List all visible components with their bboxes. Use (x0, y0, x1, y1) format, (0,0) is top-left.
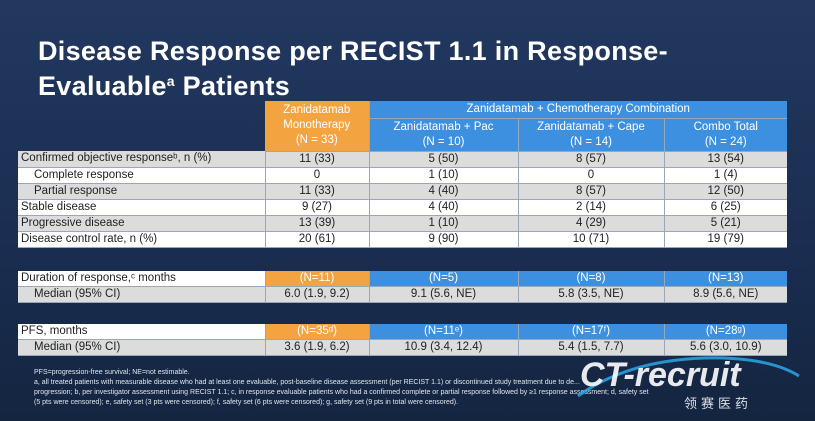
mono-header-line-3: (N = 33) (295, 134, 338, 147)
cape-header: Zanidatamab + Cape (N = 14) (518, 118, 665, 152)
table-row: Partial response 11 (33) 4 (40) 8 (57) 12 (5… (18, 183, 787, 200)
table-row: Complete response 0 1 (10) 0 1 (4) (18, 167, 787, 184)
pfs-median-pac: 10.9 (3.4, 12.4) (369, 339, 519, 356)
title-line-2: Evaluable (38, 71, 167, 101)
table-row: Progressive disease 13 (39) 1 (10) 4 (29) 5 … (18, 215, 787, 232)
table-row: Confirmed objective responseᵇ, n (%) 11 (… (18, 151, 787, 168)
row-value: 5 (21) (664, 215, 787, 232)
dor-median-total: 8.9 (5.6, NE) (664, 286, 787, 303)
row-value: 2 (14) (518, 199, 665, 216)
row-label: Progressive disease (18, 215, 266, 232)
row-label: Disease control rate, n (%) (18, 231, 266, 248)
row-value: 4 (40) (369, 199, 519, 216)
pfs-median-total: 5.6 (3.0, 10.9) (664, 339, 787, 356)
pfs-median-label: Median (95% CI) (18, 339, 266, 356)
row-label: Complete response (18, 167, 266, 184)
row-value: 12 (50) (664, 183, 787, 200)
pac-header-name: Zanidatamab + Pac (393, 120, 494, 133)
pfs-n-row: PFS, months (N=35ᵈ) (N=11ᵉ) (N=17ᶠ) (N=2… (18, 324, 787, 340)
row-value: 5 (50) (369, 151, 519, 168)
combo-total-header-n: (N = 24) (704, 135, 747, 148)
row-value: 1 (10) (369, 167, 519, 184)
title-line-1: Disease Response per RECIST 1.1 in Respo… (38, 36, 668, 66)
row-value: 8 (57) (518, 183, 665, 200)
combo-total-header-name: Combo Total (693, 120, 758, 133)
row-value: 20 (61) (265, 231, 370, 248)
empty-header-cell-2 (18, 118, 265, 151)
pfs-label: PFS, months (18, 324, 266, 340)
dor-median-cape: 5.8 (3.5, NE) (518, 286, 665, 303)
cape-header-n: (N = 14) (570, 135, 612, 148)
empty-header-cell (18, 101, 265, 118)
dor-n-mono: (N=11) (265, 271, 370, 287)
pac-header-n: (N = 10) (422, 135, 465, 148)
duration-table: Duration of response,ᶜ months (N=11) (N=… (18, 271, 787, 303)
row-label: Stable disease (18, 199, 266, 216)
pfs-n-total: (N=28ᵍ) (664, 324, 787, 340)
pfs-n-mono: (N=35ᵈ) (265, 324, 370, 340)
row-label: Confirmed objective responseᵇ, n (%) (18, 151, 266, 168)
row-value: 19 (79) (664, 231, 787, 248)
pac-header: Zanidatamab + Pac (N = 10) (369, 118, 519, 152)
row-value: 1 (4) (664, 167, 787, 184)
combo-total-header: Combo Total (N = 24) (664, 118, 787, 152)
ct-recruit-watermark-logo: CT-recruit 领赛医药 (577, 356, 800, 412)
row-label: Partial response (18, 183, 266, 200)
row-value: 10 (71) (518, 231, 665, 248)
row-value: 4 (29) (518, 215, 665, 232)
row-value: 11 (33) (265, 183, 370, 200)
row-value: 13 (54) (664, 151, 787, 168)
row-value: 4 (40) (369, 183, 519, 200)
row-value: 0 (265, 167, 370, 184)
header-row-1: Zanidatamab Monotherapy (N = 33) Zanidat… (18, 101, 787, 152)
dor-n-total: (N=13) (664, 271, 787, 287)
cape-header-name: Zanidatamab + Cape (537, 120, 645, 133)
mono-header-line-2: Monotherapy (283, 119, 351, 132)
dor-median-pac: 9.1 (5.6, NE) (369, 286, 519, 303)
row-value: 8 (57) (518, 151, 665, 168)
table-row: Disease control rate, n (%) 20 (61) 9 (90)… (18, 231, 787, 248)
title-footnote-marker: a (166, 73, 175, 89)
dor-median-mono: 6.0 (1.9, 9.2) (265, 286, 370, 303)
row-value: 13 (39) (265, 215, 370, 232)
footnote-line: a, all treated patients with measurable … (34, 379, 580, 386)
monotherapy-header: Zanidatamab Monotherapy (N = 33) (265, 101, 370, 152)
pfs-median-mono: 3.6 (1.9, 6.2) (265, 339, 370, 356)
pfs-median-row: Median (95% CI) 3.6 (1.9, 6.2) 10.9 (3.4… (18, 339, 787, 356)
dor-n-row: Duration of response,ᶜ months (N=11) (N=… (18, 271, 787, 287)
pfs-n-pac: (N=11ᵉ) (369, 324, 519, 340)
row-value: 1 (10) (369, 215, 519, 232)
slide-title: Disease Response per RECIST 1.1 in Respo… (38, 36, 798, 101)
combination-header: Zanidatamab + Chemotherapy Combination (369, 101, 787, 119)
mono-header-line-1: Zanidatamab (283, 104, 351, 117)
logo-swoosh (577, 356, 800, 398)
pfs-table: PFS, months (N=35ᵈ) (N=11ᵉ) (N=17ᶠ) (N=2… (18, 324, 787, 356)
footnote-line: (5 pts were censored); e, safety set (3 … (34, 399, 459, 406)
dor-n-pac: (N=5) (369, 271, 519, 287)
dor-median-row: Median (95% CI) 6.0 (1.9, 9.2) 9.1 (5.6,… (18, 286, 787, 303)
row-value: 0 (518, 167, 665, 184)
row-value: 11 (33) (265, 151, 370, 168)
table-row: Stable disease 9 (27) 4 (40) 2 (14) 6 (25) (18, 199, 787, 216)
footnotes: PFS=progression-free survival; NE=not es… (34, 368, 794, 408)
dor-n-cape: (N=8) (518, 271, 665, 287)
response-rows: Confirmed objective responseᵇ, n (%) 11 (… (18, 151, 787, 248)
response-table: Zanidatamab Monotherapy (N = 33) Zanidat… (18, 101, 787, 248)
row-value: 6 (25) (664, 199, 787, 216)
pfs-median-cape: 5.4 (1.5, 7.7) (518, 339, 665, 356)
row-value: 9 (27) (265, 199, 370, 216)
dor-median-label: Median (95% CI) (18, 286, 266, 303)
dor-label: Duration of response,ᶜ months (18, 271, 266, 287)
pfs-n-cape: (N=17ᶠ) (518, 324, 665, 340)
logo-sub-text: 领赛医药 (684, 396, 752, 412)
title-line-2-end: Patients (174, 71, 291, 101)
logo-brand-text: CT-recruit (580, 356, 742, 394)
header-row-2: Zanidatamab + Pac (N = 10) Zanidatamab +… (18, 118, 787, 152)
footnote-line: PFS=progression-free survival; NE=not es… (34, 369, 190, 376)
footnote-line: progression; b, per investigator assessm… (34, 389, 649, 396)
row-value: 9 (90) (369, 231, 519, 248)
